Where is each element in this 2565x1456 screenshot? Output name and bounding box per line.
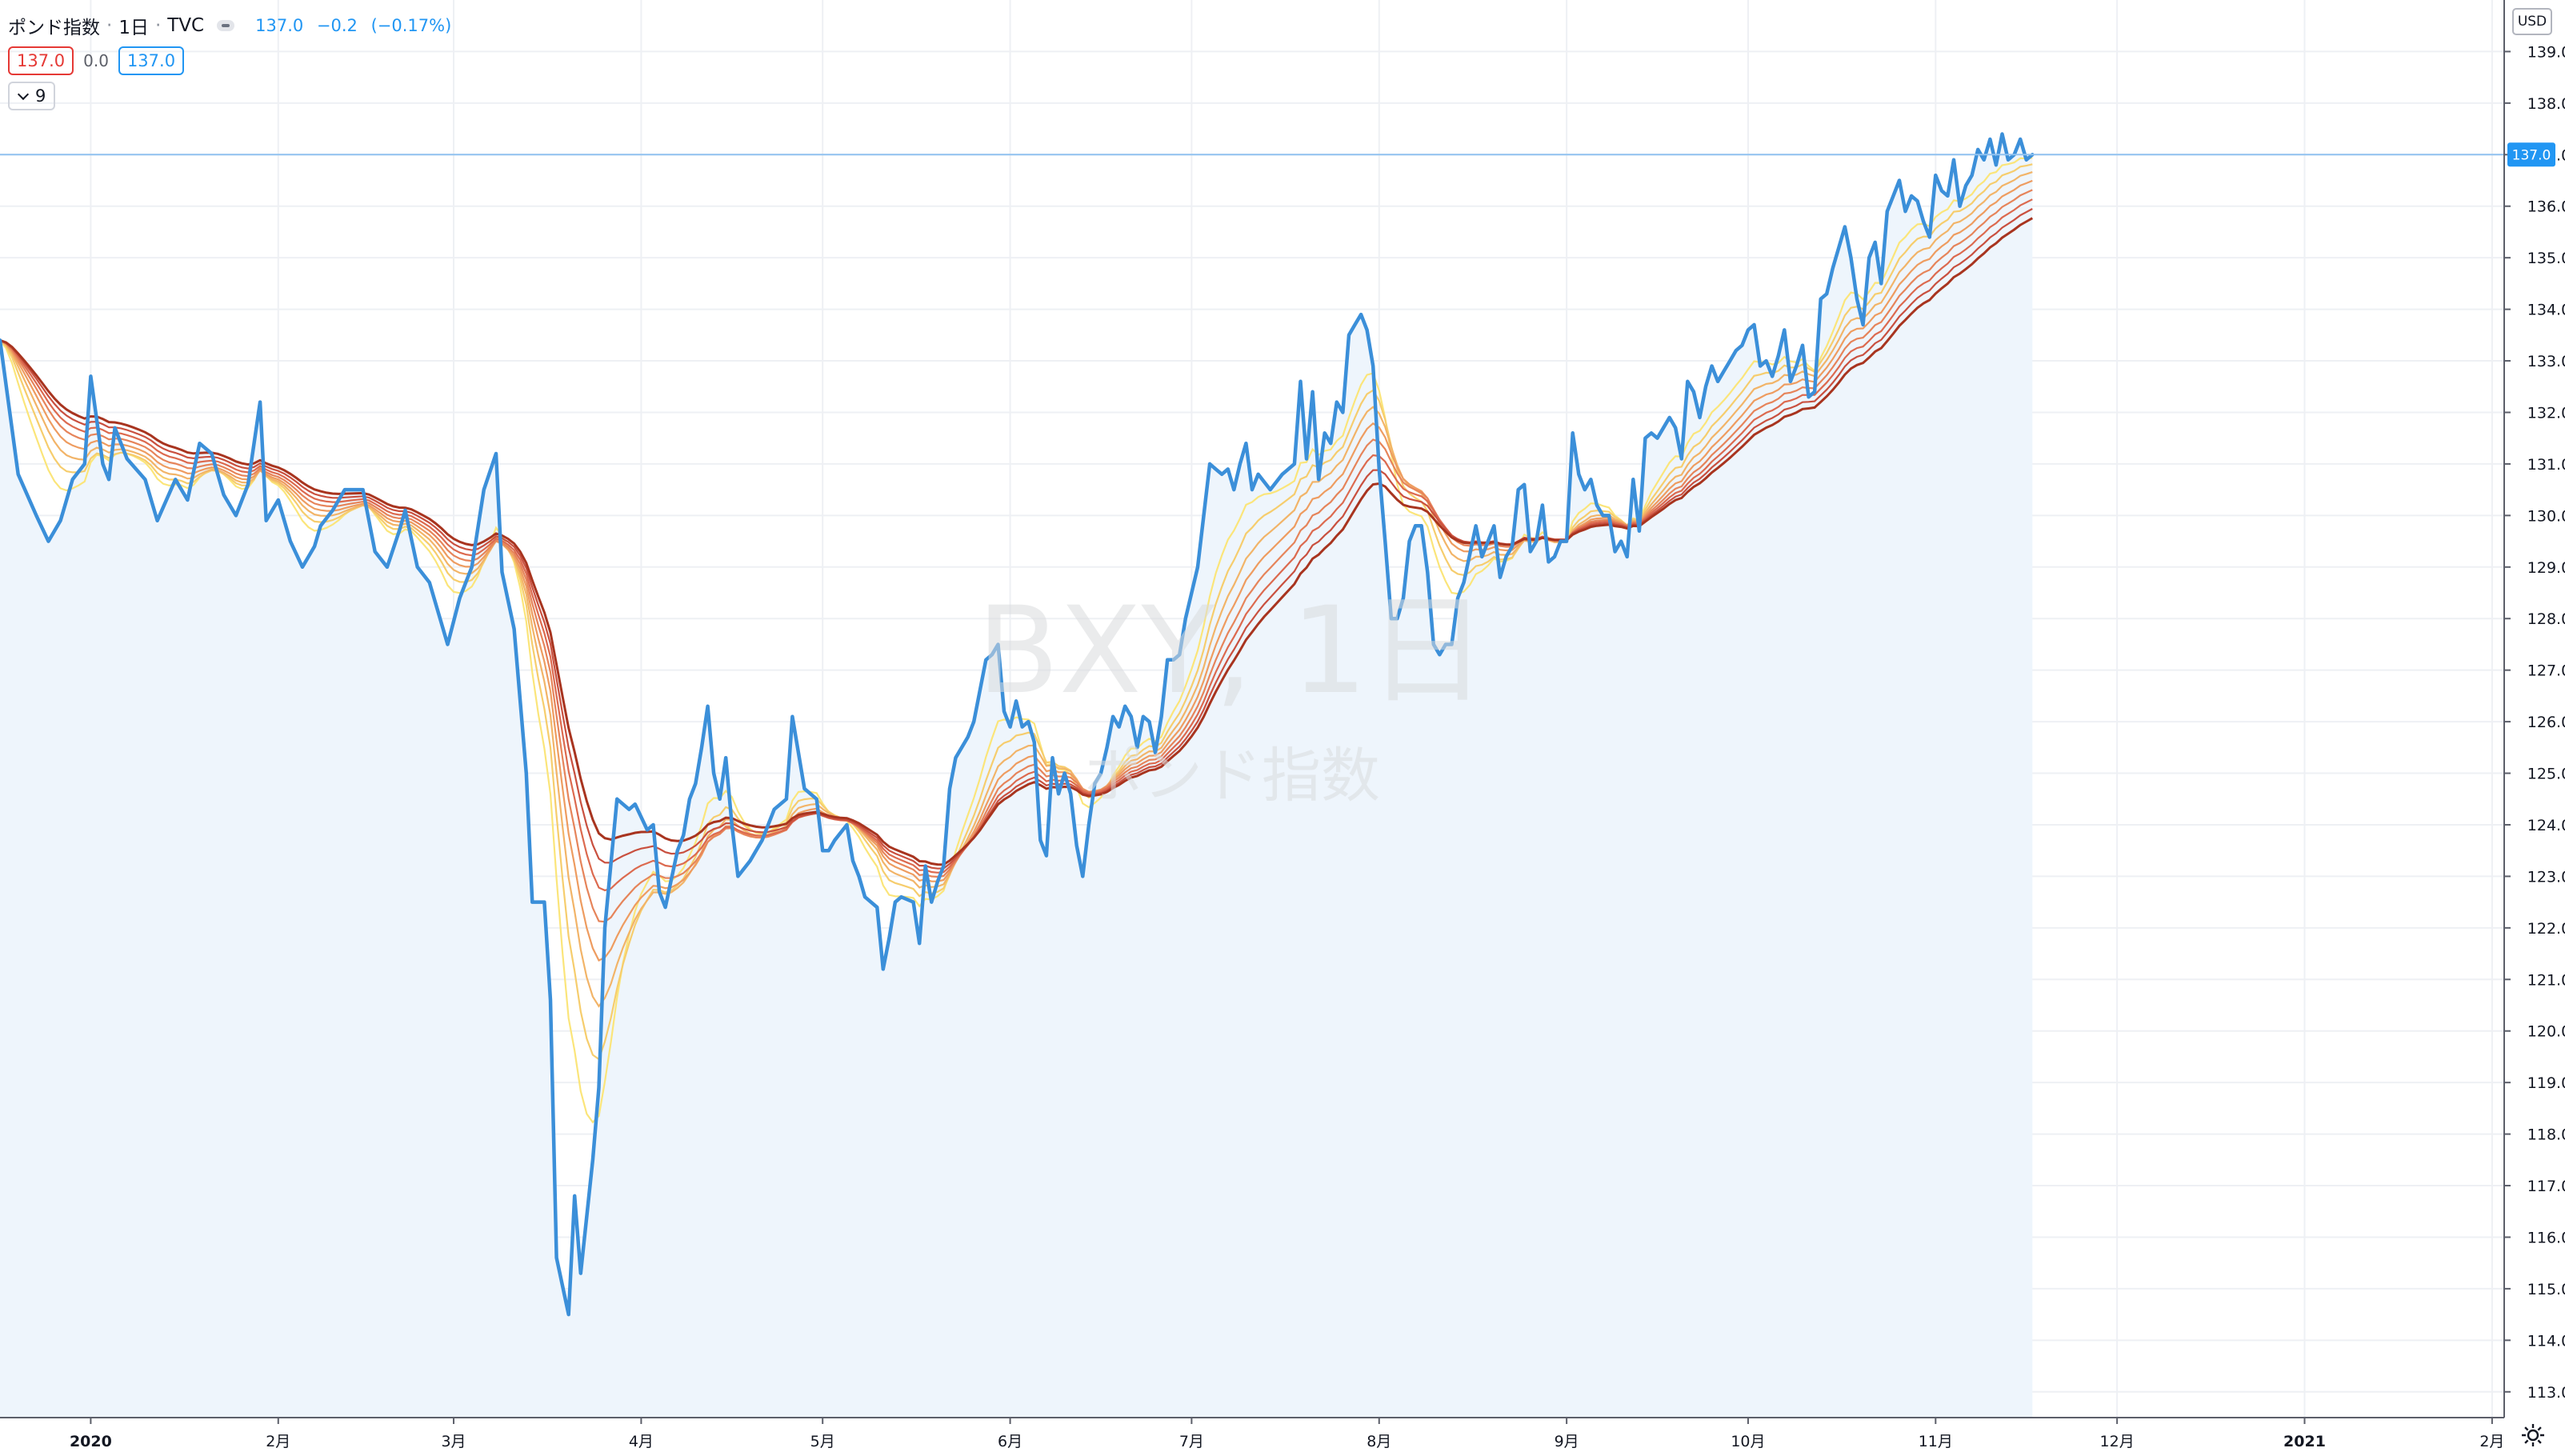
exchange-label: TVC bbox=[167, 15, 205, 36]
price-axis-label: 135.0 bbox=[2527, 250, 2565, 267]
moving-average-ribbon bbox=[0, 157, 2034, 1124]
ribbon-ema-38 bbox=[0, 217, 2034, 866]
indicator-value-red: 137.0 bbox=[8, 46, 74, 75]
interval-label[interactable]: 1日 bbox=[118, 18, 149, 38]
time-axis-label: 3月 bbox=[441, 1433, 466, 1450]
price-axis-label: 120.0 bbox=[2527, 1023, 2565, 1041]
price-axis-label: 124.0 bbox=[2527, 817, 2565, 834]
price-axis-label: 128.0 bbox=[2527, 610, 2565, 628]
ribbon-ema-26 bbox=[0, 189, 2033, 923]
price-axis-label: 115.0 bbox=[2527, 1281, 2565, 1298]
ribbon-ema-18 bbox=[0, 171, 2033, 1008]
time-axis-label: 2020 bbox=[70, 1433, 112, 1450]
price-axis-label: 136.0 bbox=[2527, 198, 2565, 216]
price-axis-label: 132.0 bbox=[2527, 404, 2565, 422]
price-area-fill bbox=[0, 134, 2033, 1418]
price-axis-label: 121.0 bbox=[2527, 971, 2565, 989]
ribbon-ema-22 bbox=[0, 179, 2033, 962]
time-axis-label: 9月 bbox=[1555, 1433, 1579, 1450]
price-axis-label: 119.0 bbox=[2527, 1074, 2565, 1092]
time-axis-label: 10月 bbox=[1731, 1433, 1765, 1450]
currency-badge[interactable]: USD bbox=[2512, 8, 2552, 35]
svg-text:137.0: 137.0 bbox=[2512, 147, 2551, 163]
time-axis-label: 4月 bbox=[629, 1433, 654, 1450]
price-axis-label: 134.0 bbox=[2527, 302, 2565, 319]
time-axis-label: 11月 bbox=[1919, 1433, 1953, 1450]
watermark-main: BXY, 1日 bbox=[977, 582, 1487, 721]
price-axis-label: 117.0 bbox=[2527, 1178, 2565, 1195]
price-axis-label: 126.0 bbox=[2527, 714, 2565, 731]
price-axis-label: 113.0 bbox=[2527, 1384, 2565, 1402]
price-axis-label: 138.0 bbox=[2527, 95, 2565, 113]
symbol-name[interactable]: ポンド指数 bbox=[8, 18, 100, 38]
price-axis[interactable]: 113.0 114.0 115.0 116.0 117.0 118.0 119.0 120.0… bbox=[2504, 43, 2565, 1402]
ribbon-ema-14 bbox=[0, 163, 2033, 1061]
time-axis-label: 12月 bbox=[2100, 1433, 2135, 1450]
price-axis-label: 129.0 bbox=[2527, 559, 2565, 577]
price-line bbox=[0, 132, 2035, 1317]
price-axis-label: 114.0 bbox=[2527, 1332, 2565, 1350]
price-axis-label: 139.0 bbox=[2527, 43, 2565, 61]
price-axis-label: 118.0 bbox=[2527, 1126, 2565, 1144]
time-axis-label: 2月 bbox=[2479, 1433, 2504, 1450]
indicator-value-zero: 0.0 bbox=[83, 51, 109, 70]
watermark-sub: ポンド指数 bbox=[1084, 742, 1380, 810]
price-change: −0.2 bbox=[316, 16, 358, 35]
price-axis-label: 133.0 bbox=[2527, 353, 2565, 370]
indicator-count: 9 bbox=[35, 86, 46, 106]
time-axis-label: 6月 bbox=[998, 1433, 1022, 1450]
settings-gear-icon[interactable] bbox=[2519, 1421, 2547, 1450]
time-axis-label: 2021 bbox=[2283, 1433, 2326, 1450]
current-price-tag: 137.0 bbox=[2507, 142, 2555, 167]
price-change-percent: (−0.17%) bbox=[370, 16, 452, 35]
price-axis-label: 116.0 bbox=[2527, 1229, 2565, 1246]
price-axis-label: 127.0 bbox=[2527, 662, 2565, 680]
separator-dot: · bbox=[106, 15, 113, 36]
price-axis-label: 122.0 bbox=[2527, 920, 2565, 938]
indicator-value-blue: 137.0 bbox=[118, 46, 185, 75]
price-axis-label: 125.0 bbox=[2527, 766, 2565, 783]
chart-legend: ポンド指数 · 1日 · TVC 137.0 −0.2 (−0.17%) 137… bbox=[8, 8, 459, 114]
price-axis-label: 123.0 bbox=[2527, 868, 2565, 886]
watermark: BXY, 1日 ポンド指数 bbox=[977, 582, 1487, 810]
ribbon-ema-10 bbox=[0, 157, 2033, 1124]
time-axis[interactable]: 2020 2月 3月 4月 5月 6月 7月 8月 9月 10月 11月 12月 2021 2月 bbox=[70, 1418, 2504, 1450]
time-axis-label: 8月 bbox=[1367, 1433, 1391, 1450]
last-price: 137.0 bbox=[255, 16, 304, 35]
visibility-toggle-icon[interactable] bbox=[217, 20, 235, 31]
price-axis-label: 131.0 bbox=[2527, 456, 2565, 474]
quote-values: 137.0 −0.2 (−0.17%) bbox=[255, 16, 459, 35]
time-axis-label: 2月 bbox=[266, 1433, 290, 1450]
time-axis-label: 5月 bbox=[810, 1433, 835, 1450]
price-axis-label: 130.0 bbox=[2527, 507, 2565, 525]
indicators-collapse-button[interactable]: 9 bbox=[8, 82, 56, 110]
separator-dot: · bbox=[154, 15, 162, 36]
chevron-down-icon bbox=[17, 88, 30, 100]
time-axis-label: 7月 bbox=[1179, 1433, 1204, 1450]
